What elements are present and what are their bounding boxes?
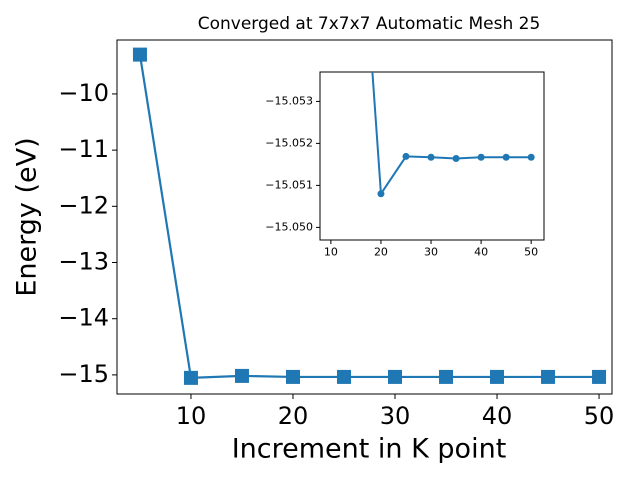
marker	[490, 369, 505, 384]
marker	[183, 370, 198, 385]
y-tick-label: −15.052	[265, 136, 313, 149]
x-tick-label: 50	[584, 402, 615, 430]
data-line	[138, 54, 600, 380]
x-tick-label: 20	[374, 245, 388, 258]
marker	[502, 153, 510, 161]
marker	[452, 155, 460, 163]
marker	[336, 369, 351, 384]
x-tick-label: 50	[524, 245, 538, 258]
x-tick-label: 30	[424, 245, 438, 258]
plot-content	[132, 47, 607, 385]
y-tick-label: −12	[58, 191, 109, 219]
y-axis-label: Energy (eV)	[12, 137, 43, 296]
x-axis-label: Increment in K point	[232, 434, 507, 465]
x-tick-label: 40	[482, 402, 513, 430]
plot-content	[371, 72, 535, 198]
marker	[377, 190, 385, 198]
x-tick-label: 30	[380, 402, 411, 430]
marker	[427, 153, 435, 161]
y-tick-label: −10	[58, 79, 109, 107]
y-tick-label: −13	[58, 248, 109, 276]
y-tick-label: −15.051	[265, 178, 313, 191]
marker	[132, 47, 147, 62]
marker	[477, 153, 485, 161]
marker	[527, 153, 535, 161]
y-tick-label: −11	[58, 135, 109, 163]
x-tick-label: 40	[474, 245, 488, 258]
y-tick-label: −15	[58, 360, 109, 388]
marker	[402, 152, 410, 160]
y-tick-label: −14	[58, 304, 109, 332]
marker	[285, 369, 300, 384]
data-line	[371, 72, 532, 197]
x-tick-label: 20	[278, 402, 309, 430]
marker	[592, 369, 607, 384]
x-tick-label: 10	[324, 245, 338, 258]
marker	[388, 369, 403, 384]
marker	[541, 369, 556, 384]
x-tick-label: 10	[176, 402, 207, 430]
y-tick-label: −15.053	[265, 94, 313, 107]
marker	[234, 368, 249, 383]
marker	[439, 369, 454, 384]
y-tick-label: −15.050	[265, 220, 313, 233]
chart-title: Converged at 7x7x7 Automatic Mesh 25	[198, 14, 541, 34]
